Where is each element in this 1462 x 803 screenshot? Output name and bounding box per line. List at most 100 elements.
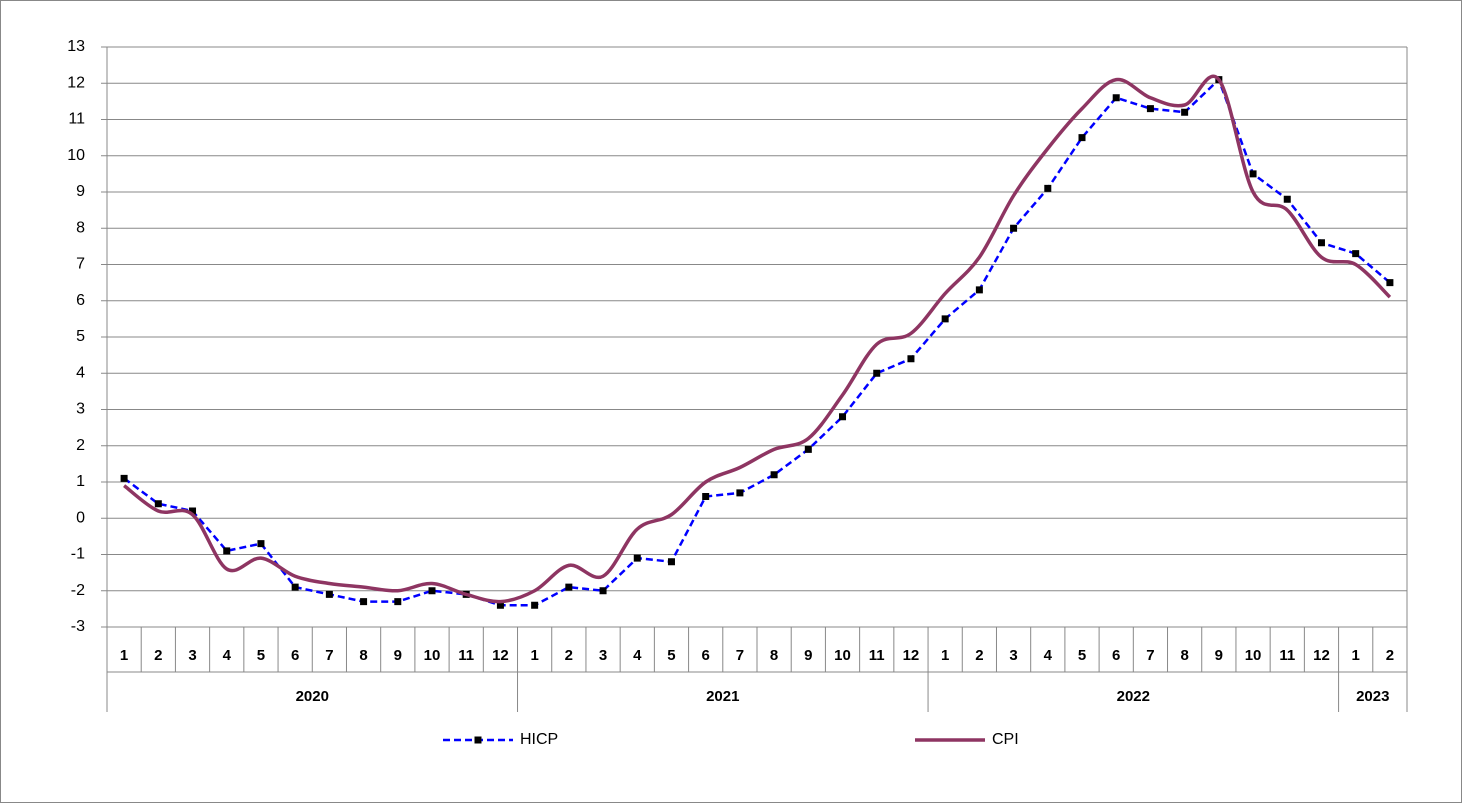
marker xyxy=(291,583,299,591)
x-tick-label: 10 xyxy=(834,647,851,664)
y-tick-label: 10 xyxy=(67,147,85,164)
marker xyxy=(154,500,162,508)
marker xyxy=(189,507,197,515)
marker xyxy=(1283,195,1291,203)
marker xyxy=(702,493,710,500)
marker xyxy=(667,558,675,566)
marker xyxy=(1078,134,1086,142)
marker xyxy=(428,587,436,595)
x-tick-label: 3 xyxy=(1009,647,1017,664)
y-tick-label: 8 xyxy=(76,219,85,236)
y-tick-label: 12 xyxy=(67,74,85,91)
series-line xyxy=(123,77,1391,607)
x-tick-label: 6 xyxy=(702,647,710,664)
marker xyxy=(1386,279,1394,287)
marker xyxy=(907,355,915,363)
x-tick-label: 12 xyxy=(903,647,920,664)
x-tick-label: 11 xyxy=(1279,647,1295,664)
marker xyxy=(736,489,744,497)
x-tick-label: 7 xyxy=(325,647,333,664)
legend-label: HICP xyxy=(520,731,558,748)
y-tick-label: 5 xyxy=(76,328,85,345)
marker xyxy=(599,587,607,595)
marker xyxy=(975,286,983,294)
x-tick-label: 10 xyxy=(424,647,441,664)
x-tick-label: 4 xyxy=(1044,647,1053,664)
legend-marker xyxy=(474,736,482,744)
marker xyxy=(1010,224,1018,232)
x-tick-label: 2 xyxy=(975,647,983,664)
y-tick-label: 13 xyxy=(67,38,85,55)
y-tick-label: -2 xyxy=(71,582,85,599)
x-tick-label: 1 xyxy=(120,647,128,664)
marker xyxy=(873,369,881,377)
x-tick-label: 5 xyxy=(1078,647,1086,664)
marker xyxy=(1112,94,1120,102)
x-tick-label: 9 xyxy=(1215,647,1223,664)
x-tick-label: 8 xyxy=(770,647,778,664)
marker xyxy=(804,445,812,453)
marker xyxy=(941,315,949,323)
marker xyxy=(120,474,128,482)
marker xyxy=(325,590,333,598)
legend-label: CPI xyxy=(992,731,1019,748)
x-tick-label: 2 xyxy=(565,647,573,664)
y-tick-label: 2 xyxy=(76,437,85,454)
marker xyxy=(1146,105,1154,113)
x-tick-label: 5 xyxy=(257,647,265,664)
x-tick-label: 12 xyxy=(492,647,509,664)
y-tick-label: -1 xyxy=(71,546,85,563)
marker xyxy=(1044,184,1052,192)
marker xyxy=(257,540,265,548)
marker xyxy=(496,601,504,609)
x-tick-label: 9 xyxy=(804,647,812,664)
x-tick-label: 1 xyxy=(1352,647,1360,664)
group-label: 2023 xyxy=(1356,688,1389,705)
marker xyxy=(770,471,778,479)
x-tick-label: 10 xyxy=(1245,647,1262,664)
x-tick-label: 11 xyxy=(458,647,474,664)
y-tick-label: 1 xyxy=(76,473,85,490)
group-label: 2022 xyxy=(1117,688,1150,705)
y-tick-label: 7 xyxy=(76,256,85,273)
x-tick-label: 3 xyxy=(188,647,196,664)
y-tick-label: 0 xyxy=(76,509,85,526)
marker xyxy=(531,601,539,609)
marker xyxy=(1317,239,1325,247)
x-tick-label: 4 xyxy=(223,647,232,664)
x-tick-label: 2 xyxy=(1386,647,1394,664)
x-tick-label: 9 xyxy=(394,647,402,664)
marker xyxy=(633,554,641,562)
series-line xyxy=(123,74,1392,604)
x-tick-label: 6 xyxy=(291,647,299,664)
x-tick-label: 2 xyxy=(154,647,162,664)
x-tick-label: 1 xyxy=(530,647,538,664)
y-tick-label: -3 xyxy=(71,618,85,635)
x-tick-label: 8 xyxy=(1180,647,1188,664)
x-tick-label: 7 xyxy=(1146,647,1154,664)
marker xyxy=(394,598,402,606)
x-tick-label: 6 xyxy=(1112,647,1120,664)
group-label: 2020 xyxy=(296,688,329,705)
y-tick-label: 3 xyxy=(76,401,85,418)
x-tick-label: 7 xyxy=(736,647,744,664)
marker xyxy=(565,583,573,591)
marker xyxy=(223,547,231,555)
y-tick-label: 6 xyxy=(76,292,85,309)
x-tick-label: 8 xyxy=(359,647,367,664)
x-tick-label: 3 xyxy=(599,647,607,664)
y-tick-label: 11 xyxy=(68,111,85,128)
x-tick-label: 11 xyxy=(869,647,885,664)
marker xyxy=(839,413,847,421)
marker xyxy=(1352,250,1360,258)
marker xyxy=(1181,108,1189,116)
y-tick-label: 4 xyxy=(76,364,85,381)
x-tick-label: 12 xyxy=(1313,647,1330,664)
y-tick-label: 9 xyxy=(76,183,85,200)
marker xyxy=(1249,170,1257,178)
marker xyxy=(360,598,368,606)
x-tick-label: 1 xyxy=(941,647,949,664)
x-tick-label: 5 xyxy=(667,647,675,664)
